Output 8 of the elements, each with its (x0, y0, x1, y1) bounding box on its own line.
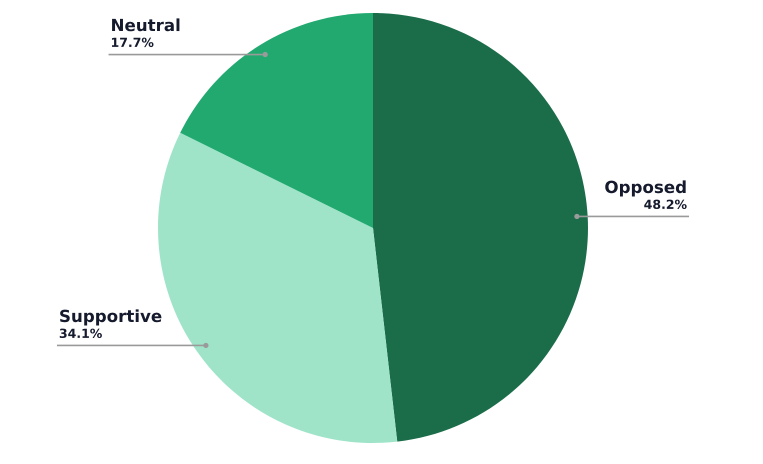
data-label: 34.1% (60, 328, 102, 338)
pie-slice (373, 13, 588, 442)
data-label: 48.2% (644, 200, 687, 210)
slice-label: Opposed (605, 180, 686, 196)
slice-label: Neutral (112, 18, 180, 32)
data-label: 17.7% (112, 38, 154, 48)
slice-label: Supportive (60, 309, 162, 326)
pie-slice (180, 13, 373, 228)
